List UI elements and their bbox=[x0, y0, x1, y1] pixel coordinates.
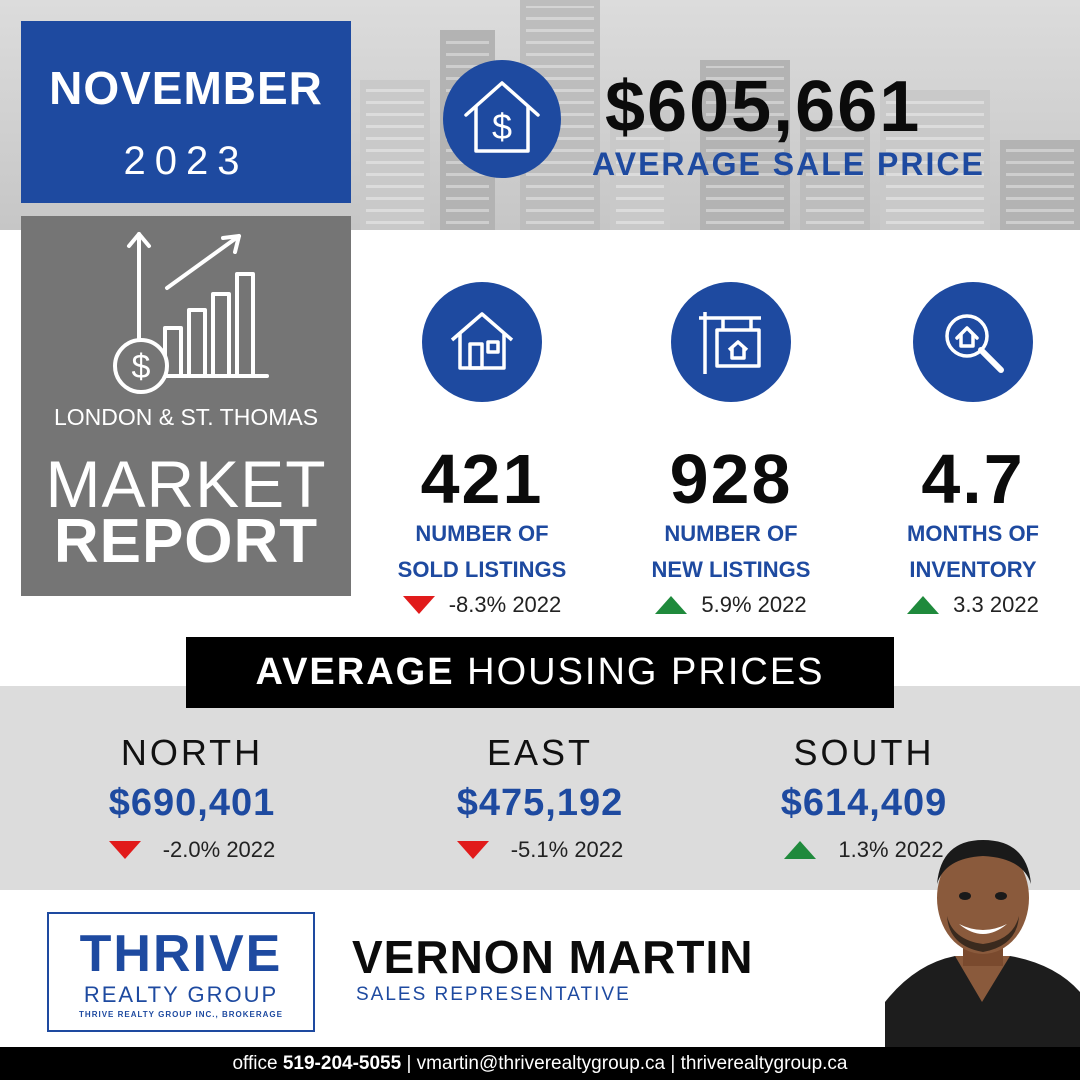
down-arrow-icon bbox=[108, 841, 141, 859]
down-arrow-icon bbox=[402, 596, 435, 614]
stat-change: -8.3% 2022 bbox=[362, 592, 602, 618]
skyline-building bbox=[360, 80, 430, 230]
footer-separator: | bbox=[401, 1053, 417, 1074]
market-region: LONDON & ST. THOMAS bbox=[53, 404, 319, 430]
agent-portrait bbox=[885, 840, 1080, 1048]
skyline-building bbox=[610, 110, 670, 230]
stat-label: MONTHS OF bbox=[907, 521, 1039, 546]
house-dollar-icon: $ bbox=[443, 60, 561, 178]
up-arrow-icon bbox=[784, 841, 817, 859]
stat-value: 4.7 bbox=[921, 440, 1025, 518]
skyline-building bbox=[1000, 140, 1080, 230]
stat-label: INVENTORY bbox=[909, 557, 1037, 582]
footer-separator: | bbox=[665, 1053, 681, 1074]
area-change: -5.1% 2022 bbox=[390, 837, 690, 863]
area-price: $475,192 bbox=[456, 782, 624, 824]
stat-new-listings: 928 NUMBER OF NEW LISTINGS 5.9% 2022 bbox=[611, 282, 851, 618]
stat-value: 421 bbox=[420, 440, 544, 518]
housing-title-bold: AVERAGE bbox=[255, 651, 455, 693]
area-name: EAST bbox=[486, 732, 594, 773]
housing-prices-band bbox=[0, 686, 1080, 890]
area-change-text: -2.0% 2022 bbox=[162, 837, 276, 862]
stat-change-text: 3.3 2022 bbox=[953, 592, 1039, 617]
agent-title: SALES REPRESENTATIVE bbox=[356, 984, 631, 1005]
stat-months-inventory: 4.7 MONTHS OF INVENTORY 3.3 2022 bbox=[853, 282, 1080, 618]
website-link[interactable]: thriverealtygroup.ca bbox=[680, 1053, 848, 1074]
contact-footer: office 519-204-5055 | vmartin@thrivereal… bbox=[0, 1047, 1080, 1080]
up-arrow-icon bbox=[655, 596, 688, 614]
for-sale-sign-icon bbox=[671, 282, 791, 402]
area-name: NORTH bbox=[120, 732, 264, 773]
housing-title-rest: HOUSING PRICES bbox=[454, 651, 825, 693]
agent-name: VERNON MARTIN bbox=[352, 931, 754, 983]
area-change-text: 1.3% 2022 bbox=[838, 837, 944, 862]
report-date-box: NOVEMBER 2023 bbox=[21, 21, 351, 203]
average-sale-price: $605,661 bbox=[605, 67, 922, 147]
growth-chart-icon: $ bbox=[113, 232, 269, 394]
report-title: REPORT bbox=[53, 507, 319, 576]
stat-label: NEW LISTINGS bbox=[651, 557, 811, 582]
area-price: $690,401 bbox=[108, 782, 276, 824]
area-south: SOUTH $614,409 1.3% 2022 bbox=[714, 732, 1014, 863]
area-east: EAST $475,192 -5.1% 2022 bbox=[390, 732, 690, 863]
stat-change: 3.3 2022 bbox=[853, 592, 1080, 618]
agent-email-link[interactable]: vmartin@thriverealtygroup.ca bbox=[416, 1053, 666, 1074]
area-price: $614,409 bbox=[780, 782, 948, 824]
skyline-building bbox=[700, 60, 790, 230]
office-label: office bbox=[232, 1053, 283, 1074]
brand-brokerage: THRIVE REALTY GROUP INC., BROKERAGE bbox=[79, 1010, 283, 1019]
report-year: 2023 bbox=[123, 139, 249, 183]
skyline-building bbox=[800, 120, 870, 230]
magnifier-house-icon bbox=[913, 282, 1033, 402]
stat-change: 5.9% 2022 bbox=[611, 592, 851, 618]
report-month: NOVEMBER bbox=[49, 62, 323, 114]
market-report-box: $ LONDON & ST. THOMAS MARKET REPORT bbox=[21, 216, 351, 596]
area-name: SOUTH bbox=[793, 732, 935, 773]
stat-value: 928 bbox=[669, 440, 793, 518]
housing-prices-title: AVERAGE HOUSING PRICES bbox=[186, 637, 894, 708]
up-arrow-icon bbox=[907, 596, 940, 614]
brand-sub: REALTY GROUP bbox=[83, 982, 279, 1007]
area-north: NORTH $690,401 -2.0% 2022 bbox=[42, 732, 342, 863]
stat-label: SOLD LISTINGS bbox=[397, 557, 567, 582]
down-arrow-icon bbox=[456, 841, 489, 859]
brand-name: THRIVE bbox=[79, 925, 283, 983]
house-icon bbox=[422, 282, 542, 402]
svg-text:$: $ bbox=[132, 348, 151, 386]
stat-label: NUMBER OF bbox=[664, 521, 798, 546]
area-change-text: -5.1% 2022 bbox=[510, 837, 624, 862]
skyline-building bbox=[880, 90, 990, 230]
stat-change-text: -8.3% 2022 bbox=[448, 592, 562, 617]
average-sale-label: AVERAGE SALE PRICE bbox=[592, 146, 985, 182]
area-change: 1.3% 2022 bbox=[714, 837, 1014, 863]
stat-sold-listings: 421 NUMBER OF SOLD LISTINGS -8.3% 2022 bbox=[362, 282, 602, 618]
market-title: MARKET bbox=[45, 447, 327, 521]
area-change: -2.0% 2022 bbox=[42, 837, 342, 863]
svg-text:$: $ bbox=[492, 106, 512, 147]
stat-label: NUMBER OF bbox=[415, 521, 549, 546]
stat-change-text: 5.9% 2022 bbox=[701, 592, 807, 617]
brand-logo: THRIVE REALTY GROUP THRIVE REALTY GROUP … bbox=[47, 912, 315, 1032]
office-phone[interactable]: 519-204-5055 bbox=[282, 1053, 402, 1074]
